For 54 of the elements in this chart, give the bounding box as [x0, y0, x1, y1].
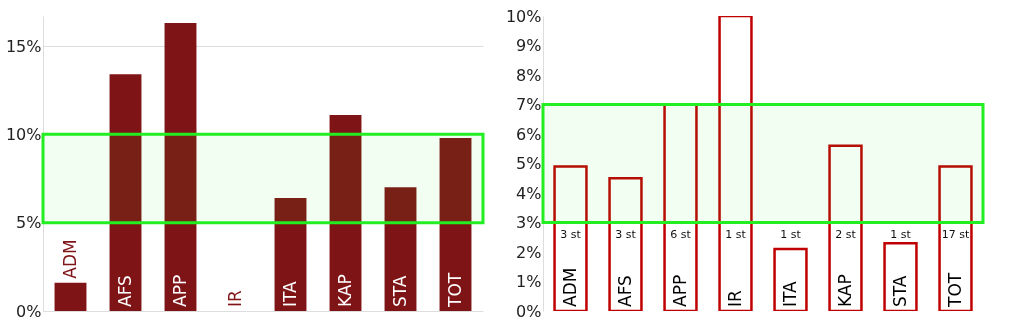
x-tick-label: STA [389, 275, 410, 307]
bar [718, 16, 753, 311]
x-tick-label: TOT [944, 272, 965, 308]
y-tick-label: 5% [16, 213, 42, 233]
bar [663, 103, 698, 311]
x-tick-label: STA [889, 275, 910, 307]
annotation: 1 st [725, 227, 747, 241]
bar [384, 187, 417, 311]
y-tick-label: 2% [516, 242, 542, 262]
x-tick-label: ITA [779, 280, 800, 307]
y-tick-label: 10% [505, 6, 542, 26]
y-tick-label: 15% [5, 36, 42, 56]
bar [164, 23, 197, 311]
bar [54, 282, 87, 311]
annotation: 3 st [615, 227, 637, 241]
x-tick-label: KAP [834, 274, 855, 307]
x-tick-label: ADM [559, 267, 580, 307]
y-tick-label: 3% [516, 213, 542, 232]
annotation: 1 st [890, 227, 912, 241]
y-tick-label: 1% [516, 272, 542, 291]
y-tick-label: 0% [516, 301, 542, 321]
x-tick-label: AFS [614, 275, 635, 307]
bar [828, 144, 863, 311]
y-tick-label: 6% [516, 124, 542, 144]
annotation: 2 st [835, 227, 857, 241]
y-tick-label: 0% [16, 301, 42, 321]
annotation: 6 st [670, 227, 692, 241]
bar [329, 114, 362, 311]
bar [439, 137, 472, 311]
x-tick-label: IR [224, 289, 245, 307]
bar [608, 177, 643, 311]
x-tick-label: ITA [279, 280, 300, 307]
bar [938, 165, 973, 311]
y-tick-label: 9% [516, 36, 542, 55]
annotation: 3 st [560, 227, 582, 241]
y-tick-label: 4% [516, 183, 542, 203]
x-tick-label: IR [724, 289, 745, 307]
bar [773, 247, 808, 311]
x-tick-label: APP [169, 274, 190, 307]
x-tick-label: ADM [59, 239, 80, 279]
x-tick-label: KAP [334, 274, 355, 307]
bar [883, 241, 918, 311]
y-tick-label: 8% [516, 65, 542, 85]
x-tick-label: AFS [114, 275, 135, 307]
y-tick-label: 5% [516, 154, 542, 173]
y-tick-label: 7% [516, 95, 542, 114]
annotation: 17 st [941, 227, 970, 241]
bar [274, 197, 307, 311]
bar [109, 74, 142, 311]
x-tick-label: APP [669, 274, 690, 307]
annotation: 1 st [780, 227, 802, 241]
bar [553, 165, 588, 311]
x-tick-label: TOT [444, 272, 465, 308]
y-tick-label: 10% [5, 124, 42, 144]
